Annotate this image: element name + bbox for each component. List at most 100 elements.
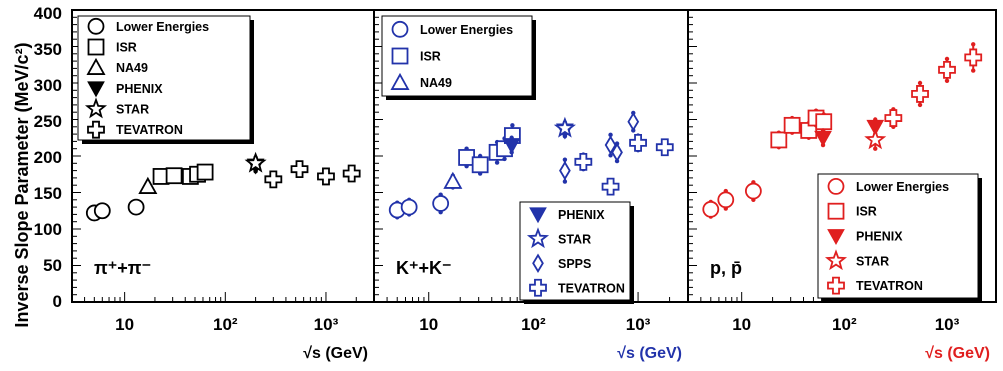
y-tick-label: 300 (34, 76, 62, 95)
y-tick-label: 400 (34, 4, 62, 23)
legend-marker (87, 81, 105, 98)
x-axis-label: √s (GeV) (617, 345, 682, 362)
legend-marker (827, 229, 845, 246)
legend-label: ISR (420, 50, 441, 64)
data-point (814, 130, 832, 147)
legend-label: Lower Energies (856, 180, 949, 194)
data-point (574, 152, 593, 171)
panel-3: 10 10² 10³ √s (GeV) p, p̄ Lower Energies ISR PH… (687, 9, 997, 362)
data-point (553, 116, 576, 138)
x-tick-label: 10³ (935, 315, 960, 334)
data-point (443, 171, 463, 189)
y-axis-label: Inverse Slope Parameter (MeV/c²) (12, 42, 32, 327)
data-point (815, 113, 833, 131)
error-cap (562, 179, 568, 184)
data-point (165, 167, 183, 185)
x-tick-label: 10 (115, 315, 134, 334)
legend: PHENIX STAR SPPS TEVATRON (519, 201, 634, 304)
panel-label: p, p̄ (710, 258, 742, 278)
legend-box (77, 15, 251, 141)
series-star (864, 128, 887, 151)
data-point (717, 191, 735, 209)
x-tick-label: 10 (732, 315, 751, 334)
x-tick-label: 10² (213, 315, 238, 334)
legend-box (817, 173, 979, 299)
legend-marker (827, 276, 845, 295)
error-cap (562, 157, 568, 162)
data-point (864, 128, 887, 150)
error-cap (944, 56, 950, 62)
legend-label: ISR (856, 205, 877, 219)
error-cap (944, 78, 950, 84)
series-tevatron (264, 160, 361, 189)
legend-label: PHENIX (856, 230, 903, 244)
legend-label: TEVATRON (558, 281, 625, 295)
series-isr (770, 108, 833, 150)
legend: Lower Energies ISR PHENIX STAR TEVATRON (817, 173, 982, 302)
series-isr (152, 163, 214, 185)
legend-marker (529, 278, 547, 297)
x-tick-label: 10² (521, 315, 546, 334)
error-cap (917, 102, 923, 108)
legend-marker (526, 227, 550, 249)
legend-label: Lower Energies (116, 20, 209, 34)
legend-label: SPPS (558, 257, 591, 271)
legend-marker (827, 177, 845, 195)
series-na49 (138, 176, 158, 194)
legend-marker (84, 97, 108, 119)
legend-label: NA49 (116, 61, 148, 75)
series-tevatron (574, 133, 674, 196)
panel-label: π⁺+π⁻ (94, 258, 151, 278)
y-tick-label: 100 (34, 220, 62, 239)
data-point (432, 195, 450, 212)
legend-label: PHENIX (558, 208, 605, 222)
data-point (601, 177, 620, 196)
data-point (744, 182, 762, 200)
legend-marker (827, 202, 845, 220)
data-point (196, 163, 214, 181)
data-point (559, 160, 571, 181)
data-point (938, 60, 956, 79)
data-point (400, 198, 418, 216)
data-point (911, 85, 929, 103)
data-point (138, 176, 158, 194)
x-tick-label: 10 (419, 315, 438, 334)
data-point (866, 119, 885, 136)
data-point (611, 142, 623, 163)
series-lower-energies (85, 198, 145, 222)
legend-label: TEVATRON (856, 279, 923, 293)
data-point (655, 138, 674, 157)
data-point (770, 131, 788, 149)
error-cap (502, 156, 507, 162)
legend-label: TEVATRON (116, 123, 183, 137)
y-tick-label: 50 (43, 256, 62, 275)
legend-marker (87, 120, 105, 139)
legend: Lower Energies ISR NA49 PHENIX STAR TEVATRON (77, 15, 254, 144)
data-point (884, 109, 903, 127)
data-point (702, 200, 720, 218)
legend-marker (86, 57, 106, 75)
legend-label: ISR (116, 41, 137, 55)
x-axis-label: √s (GeV) (303, 345, 368, 362)
data-point (244, 151, 267, 173)
data-point (604, 135, 617, 155)
series-star (244, 151, 267, 173)
data-point (964, 48, 983, 67)
error-cap (510, 123, 515, 128)
panel-2: 10 10² 10³ √s (GeV) K⁺+K⁻ Lower Energies ISR NA… (373, 9, 689, 362)
legend-marker (529, 207, 547, 224)
legend-label: STAR (558, 232, 591, 246)
data-point (290, 160, 309, 179)
series-spps (559, 110, 640, 184)
error-cap (873, 146, 878, 151)
legend-marker (87, 38, 105, 56)
legend: Lower Energies ISR NA49 (381, 15, 536, 100)
data-point (317, 167, 335, 186)
error-cap (608, 132, 613, 138)
y-tick-label: 0 (53, 292, 62, 311)
error-cap (494, 160, 500, 165)
x-tick-label: 10³ (626, 315, 651, 334)
legend-marker (824, 249, 848, 271)
legend-marker (390, 72, 410, 90)
